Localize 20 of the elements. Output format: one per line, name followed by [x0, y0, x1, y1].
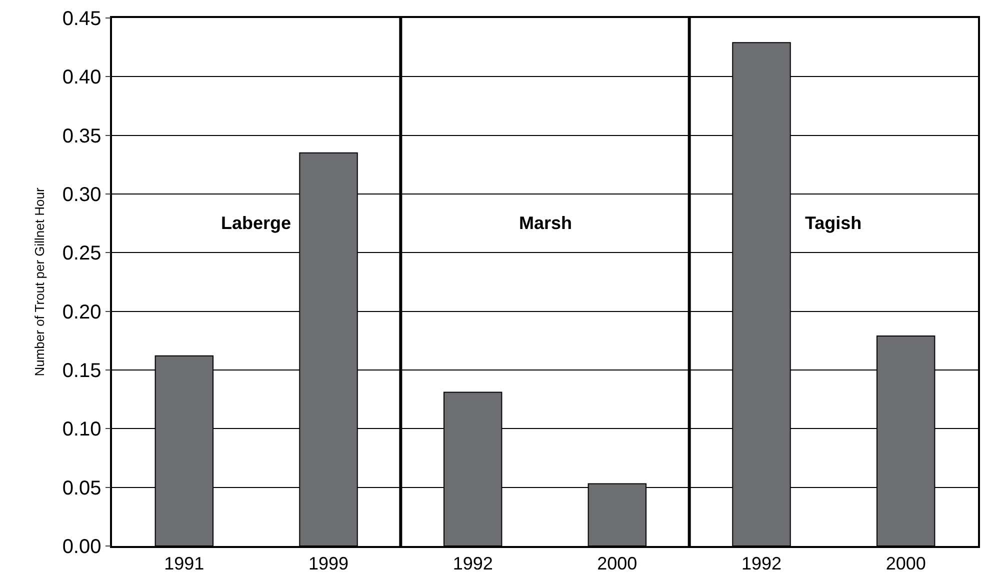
annotation: Laberge — [221, 213, 292, 233]
y-axis-title: Number of Trout per Gillnet Hour — [32, 187, 47, 376]
x-tick-label: 2000 — [597, 553, 638, 574]
y-tick-label: 0.20 — [62, 301, 102, 324]
y-tick-label: 0.30 — [62, 184, 102, 206]
y-tick-label: 0.45 — [62, 8, 102, 30]
annotation: Tagish — [805, 213, 862, 233]
x-tick-label: 2000 — [886, 553, 926, 574]
y-tick-label: 0.00 — [62, 536, 102, 558]
annotation: Marsh — [519, 213, 572, 233]
x-tick-label: 1991 — [164, 553, 204, 574]
y-tick-label: 0.40 — [62, 66, 102, 89]
x-tick-label: 1999 — [308, 553, 349, 574]
x-tick-label: 1992 — [452, 553, 493, 574]
x-tick-label: 1992 — [741, 553, 782, 574]
y-tick-label: 0.05 — [62, 477, 102, 500]
y-tick-label: 0.15 — [62, 360, 102, 382]
y-tick-label: 0.25 — [62, 242, 102, 265]
y-tick-label: 0.10 — [62, 418, 102, 441]
y-tick-label: 0.35 — [62, 125, 102, 148]
